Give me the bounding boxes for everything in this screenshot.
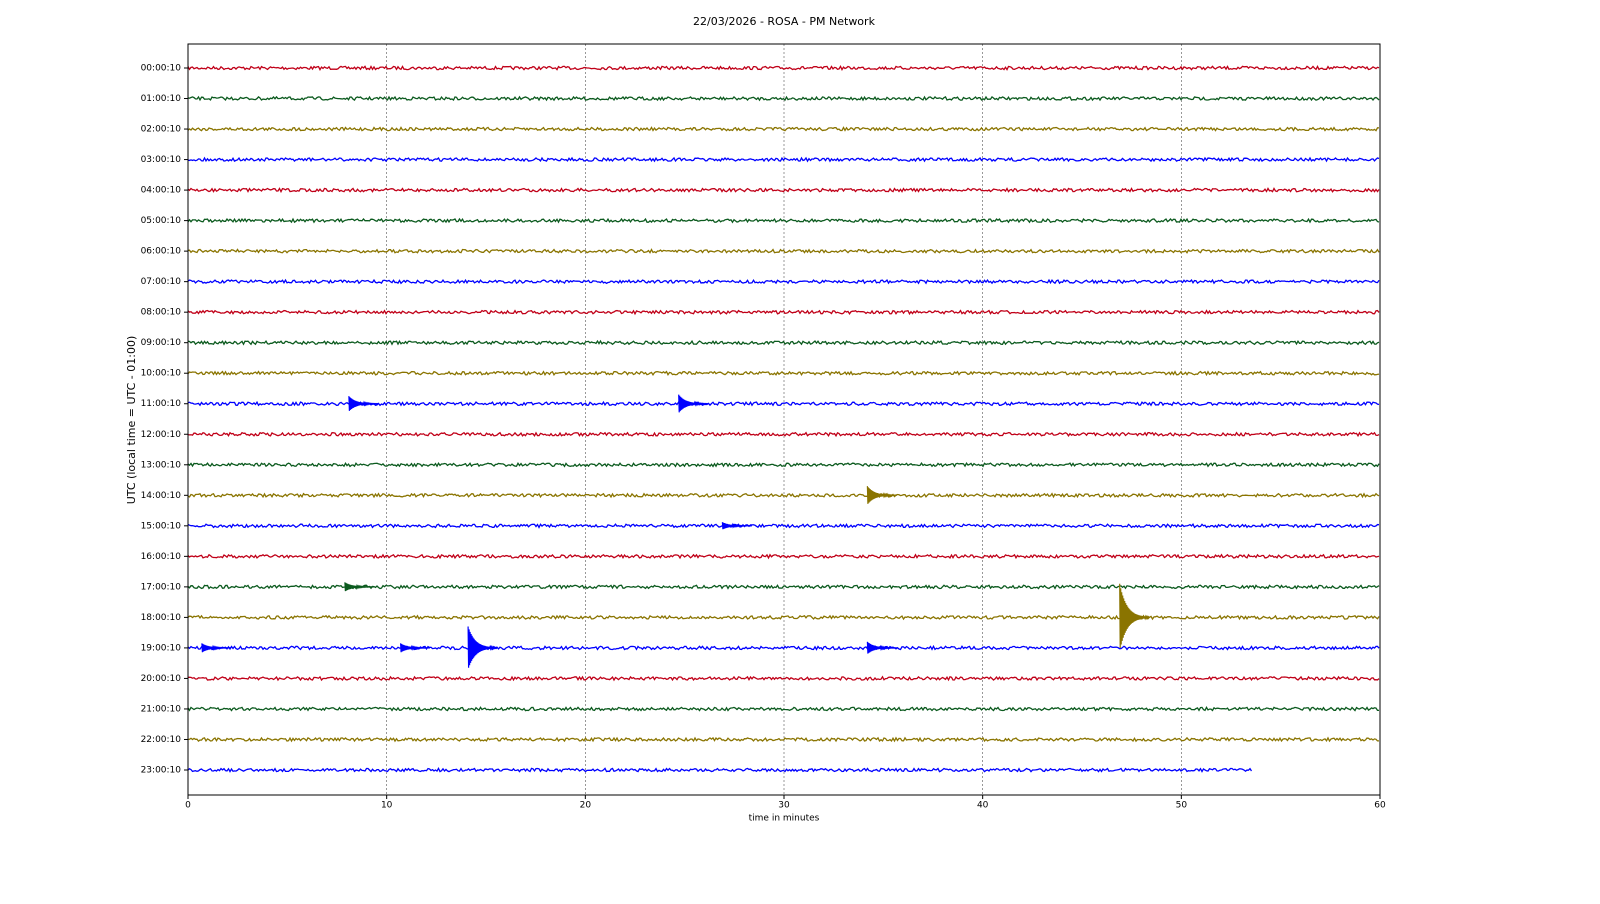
trace — [187, 523, 1380, 529]
trace — [187, 706, 1379, 712]
y-tick-label: 13:00:10 — [141, 460, 182, 470]
event — [866, 641, 898, 654]
trace — [187, 248, 1380, 255]
y-tick-label: 06:00:10 — [141, 247, 182, 257]
y-tick-label: 15:00:10 — [141, 521, 182, 531]
y-tick-label: 07:00:10 — [141, 277, 182, 287]
event — [201, 643, 232, 653]
x-tick-label: 30 — [778, 801, 790, 811]
y-tick-label: 00:00:10 — [141, 64, 182, 74]
y-tick-label: 01:00:10 — [141, 94, 182, 104]
trace — [187, 431, 1380, 438]
trace — [187, 95, 1380, 102]
trace — [187, 187, 1380, 194]
trace — [187, 614, 1380, 621]
trace — [187, 339, 1380, 346]
trace — [188, 675, 1380, 682]
y-tick-label: 09:00:10 — [141, 338, 182, 348]
y-tick-label: 11:00:10 — [141, 399, 182, 409]
trace — [187, 64, 1380, 71]
trace — [187, 278, 1380, 285]
trace — [187, 492, 1380, 499]
x-tick-label: 10 — [381, 801, 393, 811]
y-tick-label: 18:00:10 — [141, 613, 182, 623]
x-tick-label: 40 — [977, 801, 989, 811]
y-tick-label: 05:00:10 — [141, 216, 182, 226]
y-tick-label: 03:00:10 — [141, 155, 182, 165]
event — [467, 626, 499, 668]
y-axis-label: UTC (local time = UTC - 01:00) — [125, 336, 138, 505]
event — [400, 643, 431, 653]
x-tick-label: 50 — [1176, 801, 1188, 811]
event — [344, 582, 375, 592]
event — [1119, 583, 1150, 649]
y-tick-label: 14:00:10 — [141, 491, 182, 501]
y-tick-label: 17:00:10 — [141, 582, 182, 592]
y-tick-label: 23:00:10 — [141, 766, 182, 776]
plot-frame — [187, 43, 1381, 796]
trace — [187, 644, 1380, 651]
trace — [187, 156, 1380, 163]
y-tick-label: 04:00:10 — [141, 186, 182, 196]
trace — [187, 370, 1380, 377]
y-tick-label: 16:00:10 — [141, 552, 182, 562]
event — [866, 486, 898, 504]
y-tick-label: 21:00:10 — [141, 704, 182, 714]
x-axis-label: time in minutes — [749, 814, 820, 824]
y-tick-label: 12:00:10 — [141, 430, 182, 440]
trace — [187, 309, 1380, 316]
x-tick-label: 60 — [1374, 801, 1386, 811]
trace — [187, 766, 1253, 773]
x-tick-label: 0 — [185, 801, 191, 811]
event — [678, 394, 709, 413]
trace — [187, 553, 1380, 560]
y-tick-label: 08:00:10 — [141, 308, 182, 318]
y-tick-label: 10:00:10 — [141, 369, 182, 379]
trace — [187, 461, 1380, 468]
y-tick-label: 19:00:10 — [141, 643, 182, 653]
event — [348, 396, 379, 411]
y-tick-label: 22:00:10 — [141, 735, 182, 745]
y-tick-label: 02:00:10 — [141, 125, 182, 135]
trace — [187, 126, 1380, 132]
y-tick-label: 20:00:10 — [141, 674, 182, 684]
trace — [187, 217, 1380, 224]
trace — [187, 584, 1380, 590]
trace — [187, 400, 1380, 407]
x-tick-label: 20 — [580, 801, 592, 811]
chart-title: 22/03/2026 - ROSA - PM Network — [693, 15, 876, 28]
event — [721, 522, 753, 530]
trace — [187, 736, 1379, 743]
